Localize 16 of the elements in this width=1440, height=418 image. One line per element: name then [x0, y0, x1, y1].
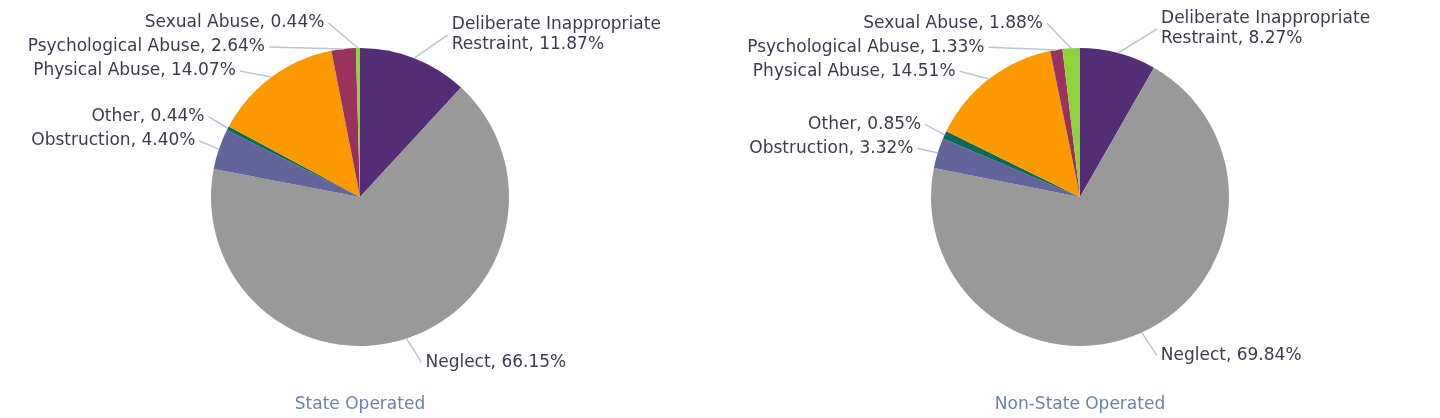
- slice-label: Psychological Abuse, 1.33%: [747, 35, 985, 56]
- slice-label: Deliberate Inappropriate Restraint, 8.27%: [1161, 7, 1371, 48]
- slice-label: Psychological Abuse, 2.64%: [27, 35, 265, 56]
- slice-label: Neglect, 69.84%: [1160, 343, 1302, 364]
- text: Non-State Operated: [994, 393, 1166, 414]
- slice-label: Other, 0.85%: [808, 112, 922, 133]
- slice-label: Obstruction, 4.40%: [31, 129, 196, 150]
- slice-label: Physical Abuse, 14.07%: [33, 59, 236, 80]
- text: State Operated: [294, 393, 426, 414]
- slice-label: Deliberate Inappropriate Restraint, 11.87%: [451, 13, 661, 54]
- slice-label: Other, 0.44%: [91, 105, 205, 126]
- slice-label: Obstruction, 3.32%: [749, 136, 914, 157]
- slice-label: Sexual Abuse, 0.44%: [144, 11, 325, 32]
- slice-label: Neglect, 66.15%: [425, 350, 567, 371]
- slice-label: Sexual Abuse, 1.88%: [863, 11, 1043, 32]
- slice-label: Physical Abuse, 14.51%: [752, 59, 956, 80]
